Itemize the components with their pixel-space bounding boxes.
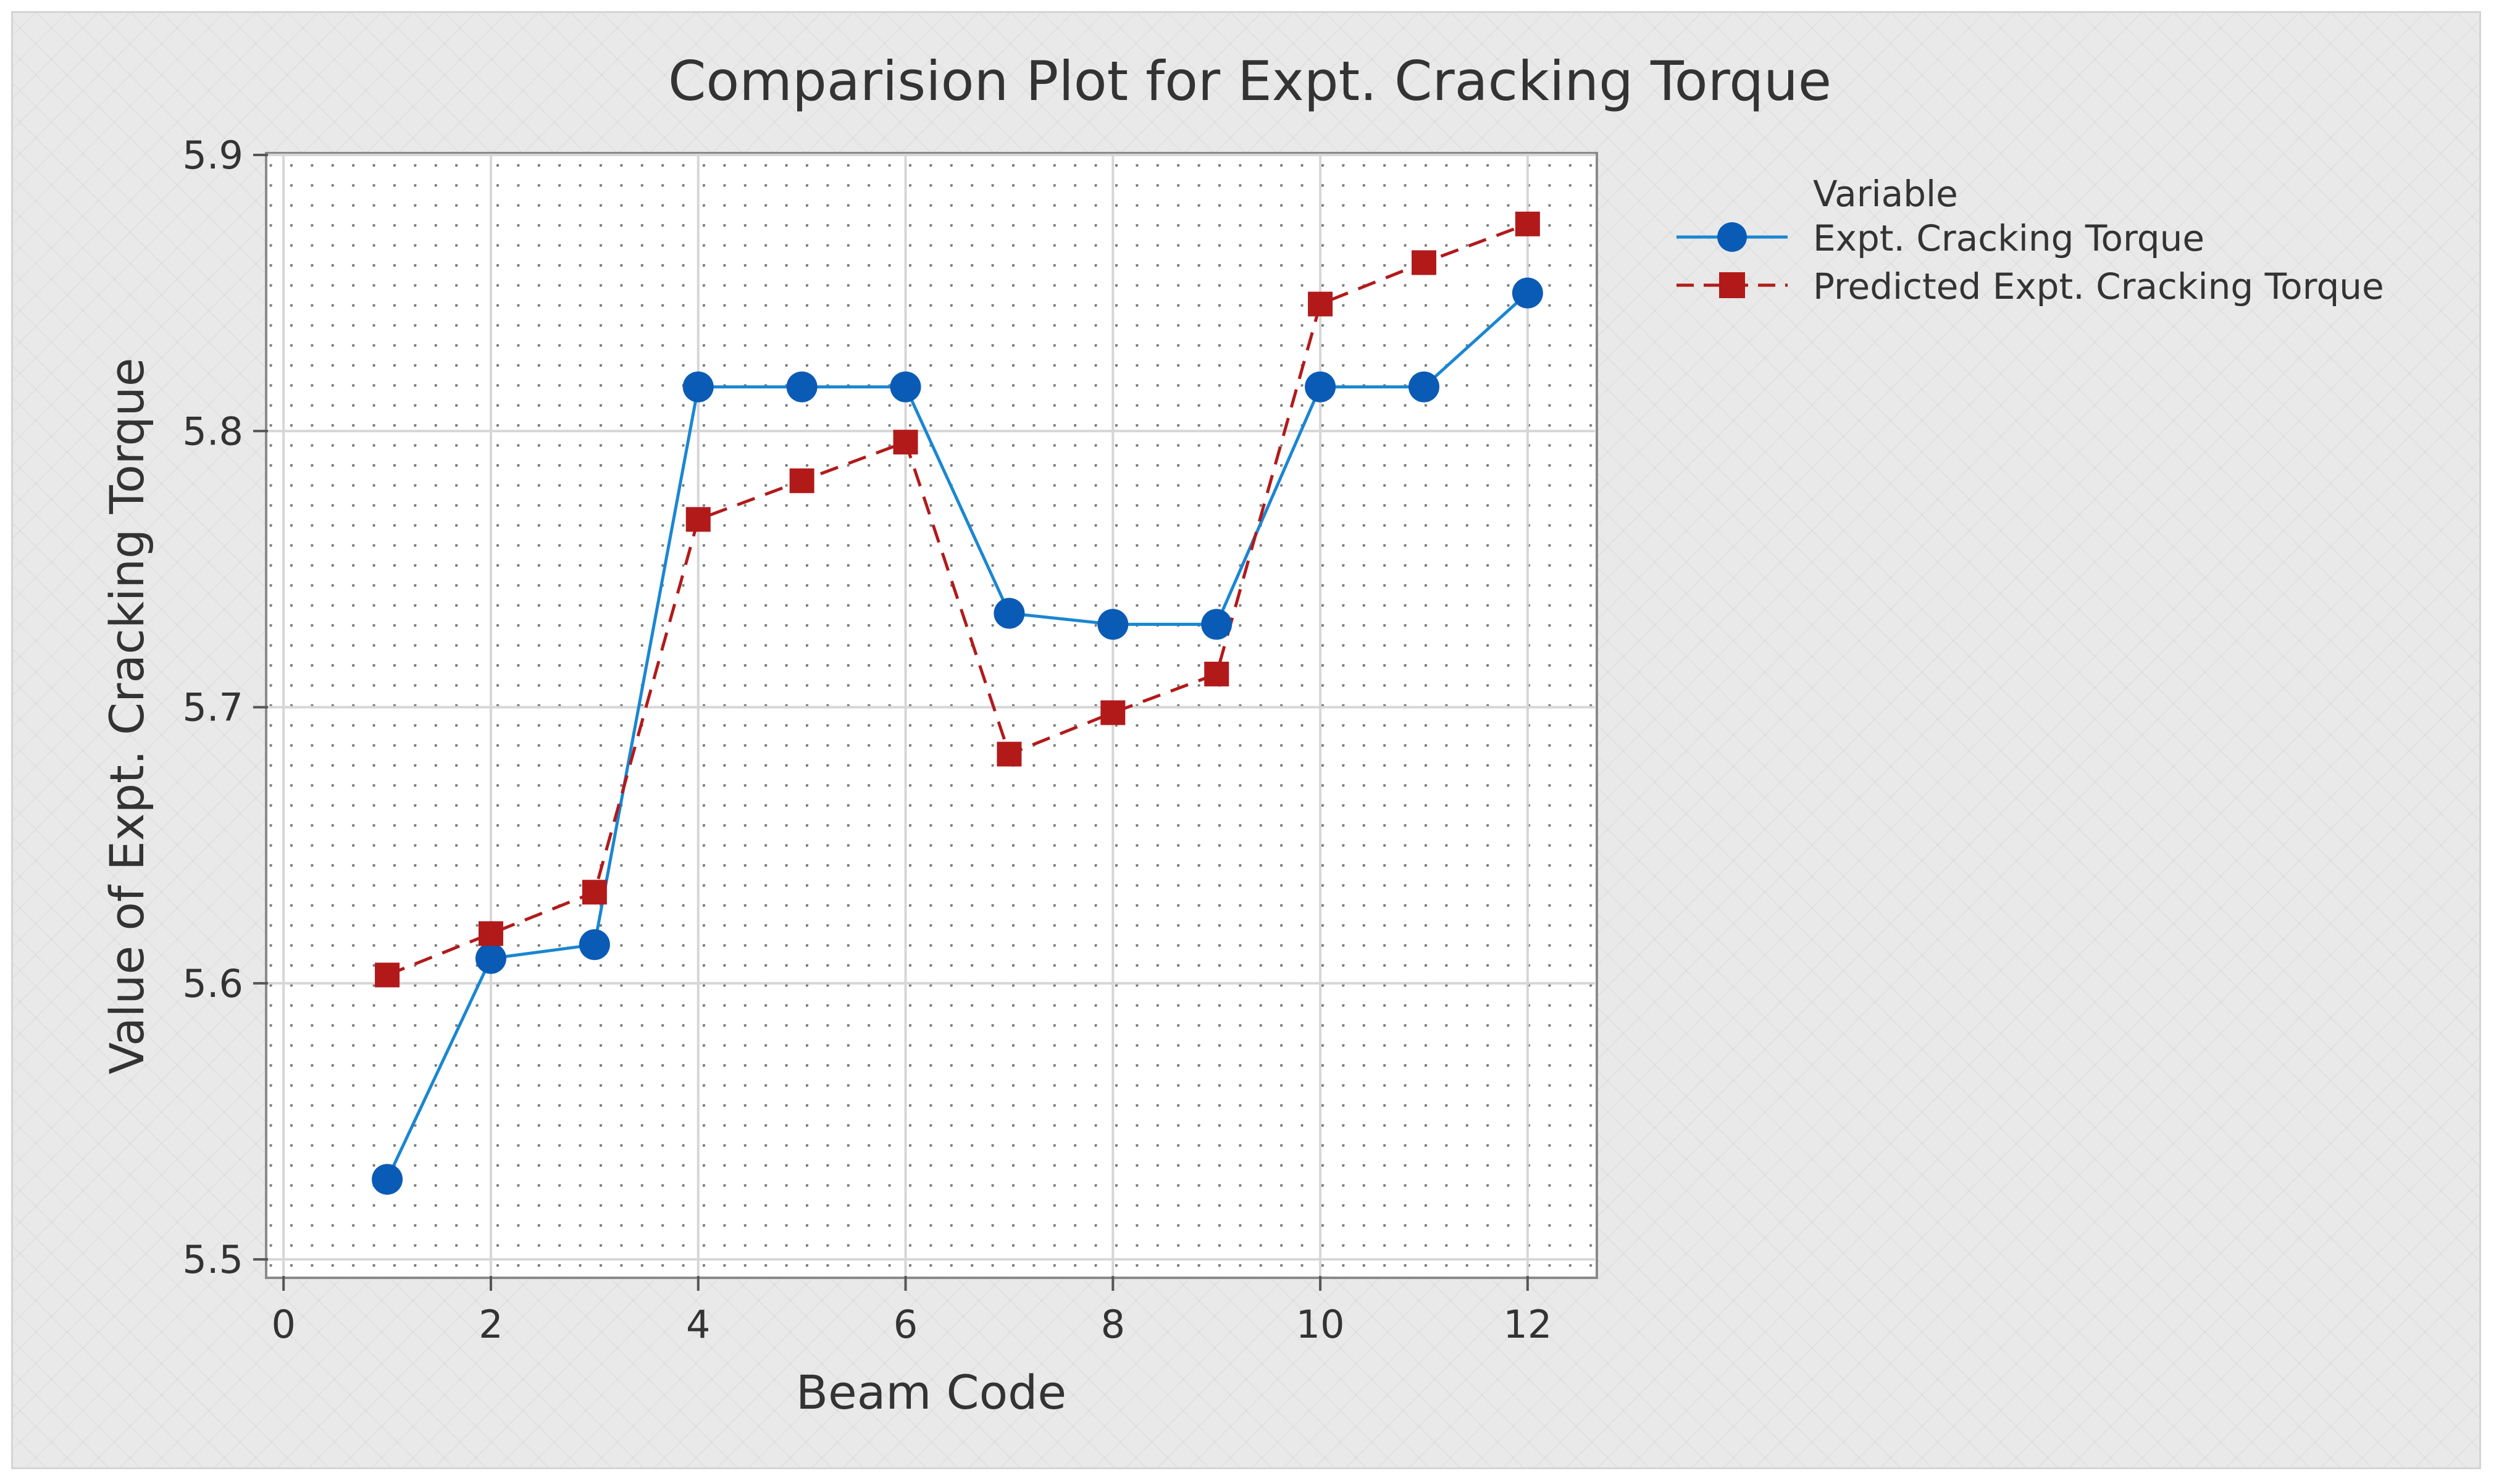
data-point-expt <box>1201 609 1233 640</box>
y-tick-label: 5.8 <box>182 409 243 454</box>
series-line-predicted <box>387 222 1528 977</box>
data-point-expt <box>786 371 818 402</box>
data-point-predicted <box>893 430 918 455</box>
x-axis-label: Beam Code <box>796 1365 1066 1420</box>
y-tick-label: 5.9 <box>182 133 243 178</box>
data-point-expt <box>579 929 610 961</box>
data-point-expt <box>1097 609 1129 640</box>
x-tick-label: 8 <box>1101 1302 1125 1347</box>
data-point-predicted <box>1411 250 1436 275</box>
legend-label-expt: Expt. Cracking Torque <box>1813 217 2204 259</box>
legend-label-predicted: Predicted Expt. Cracking Torque <box>1813 265 2384 307</box>
data-point-predicted <box>997 741 1022 767</box>
data-point-expt <box>994 598 1025 629</box>
data-point-predicted <box>1308 291 1333 317</box>
x-tick-label: 10 <box>1296 1302 1345 1347</box>
data-point-expt <box>1408 371 1439 402</box>
gridlines <box>268 154 1595 1276</box>
legend-title: Variable <box>1813 173 1958 215</box>
legend-marker-expt <box>1717 222 1747 252</box>
data-point-predicted <box>478 921 503 946</box>
data-point-expt <box>1305 371 1336 402</box>
data-point-predicted <box>1100 700 1126 725</box>
chart-title: Comparision Plot for Expt. Cracking Torq… <box>668 49 1831 113</box>
plot-dot-pattern <box>268 155 1595 1276</box>
data-point-predicted <box>685 507 711 532</box>
series-line-expt <box>385 291 1529 1180</box>
data-point-expt <box>372 1164 403 1195</box>
data-point-predicted <box>1204 661 1229 686</box>
data-point-predicted <box>582 880 607 905</box>
y-tick-label: 5.6 <box>182 961 243 1006</box>
y-tick-label: 5.5 <box>182 1237 243 1282</box>
data-point-predicted <box>375 962 400 988</box>
legend-marker-predicted <box>1719 272 1745 298</box>
data-point-predicted <box>1515 211 1540 236</box>
y-tick-label: 5.7 <box>182 685 243 730</box>
x-tick-label: 6 <box>894 1302 918 1347</box>
x-tick-label: 12 <box>1503 1302 1552 1347</box>
data-point-expt <box>1512 277 1543 309</box>
data-point-predicted <box>789 468 814 493</box>
data-point-expt <box>890 371 921 402</box>
data-point-expt <box>475 943 506 974</box>
data-point-expt <box>682 371 714 402</box>
axes: 0 2 4 6 8 10 12 5.5 5.6 5.7 5.8 5.9 <box>182 133 1552 1347</box>
x-tick-label: 2 <box>479 1302 503 1347</box>
y-axis-label: Value of Expt. Cracking Torque <box>99 357 154 1074</box>
legend: Variable Expt. Cracking Torque Predicted… <box>1676 173 2384 307</box>
x-tick-label: 4 <box>686 1302 710 1347</box>
series-layer <box>372 211 1543 1195</box>
x-tick-label: 0 <box>271 1302 295 1347</box>
